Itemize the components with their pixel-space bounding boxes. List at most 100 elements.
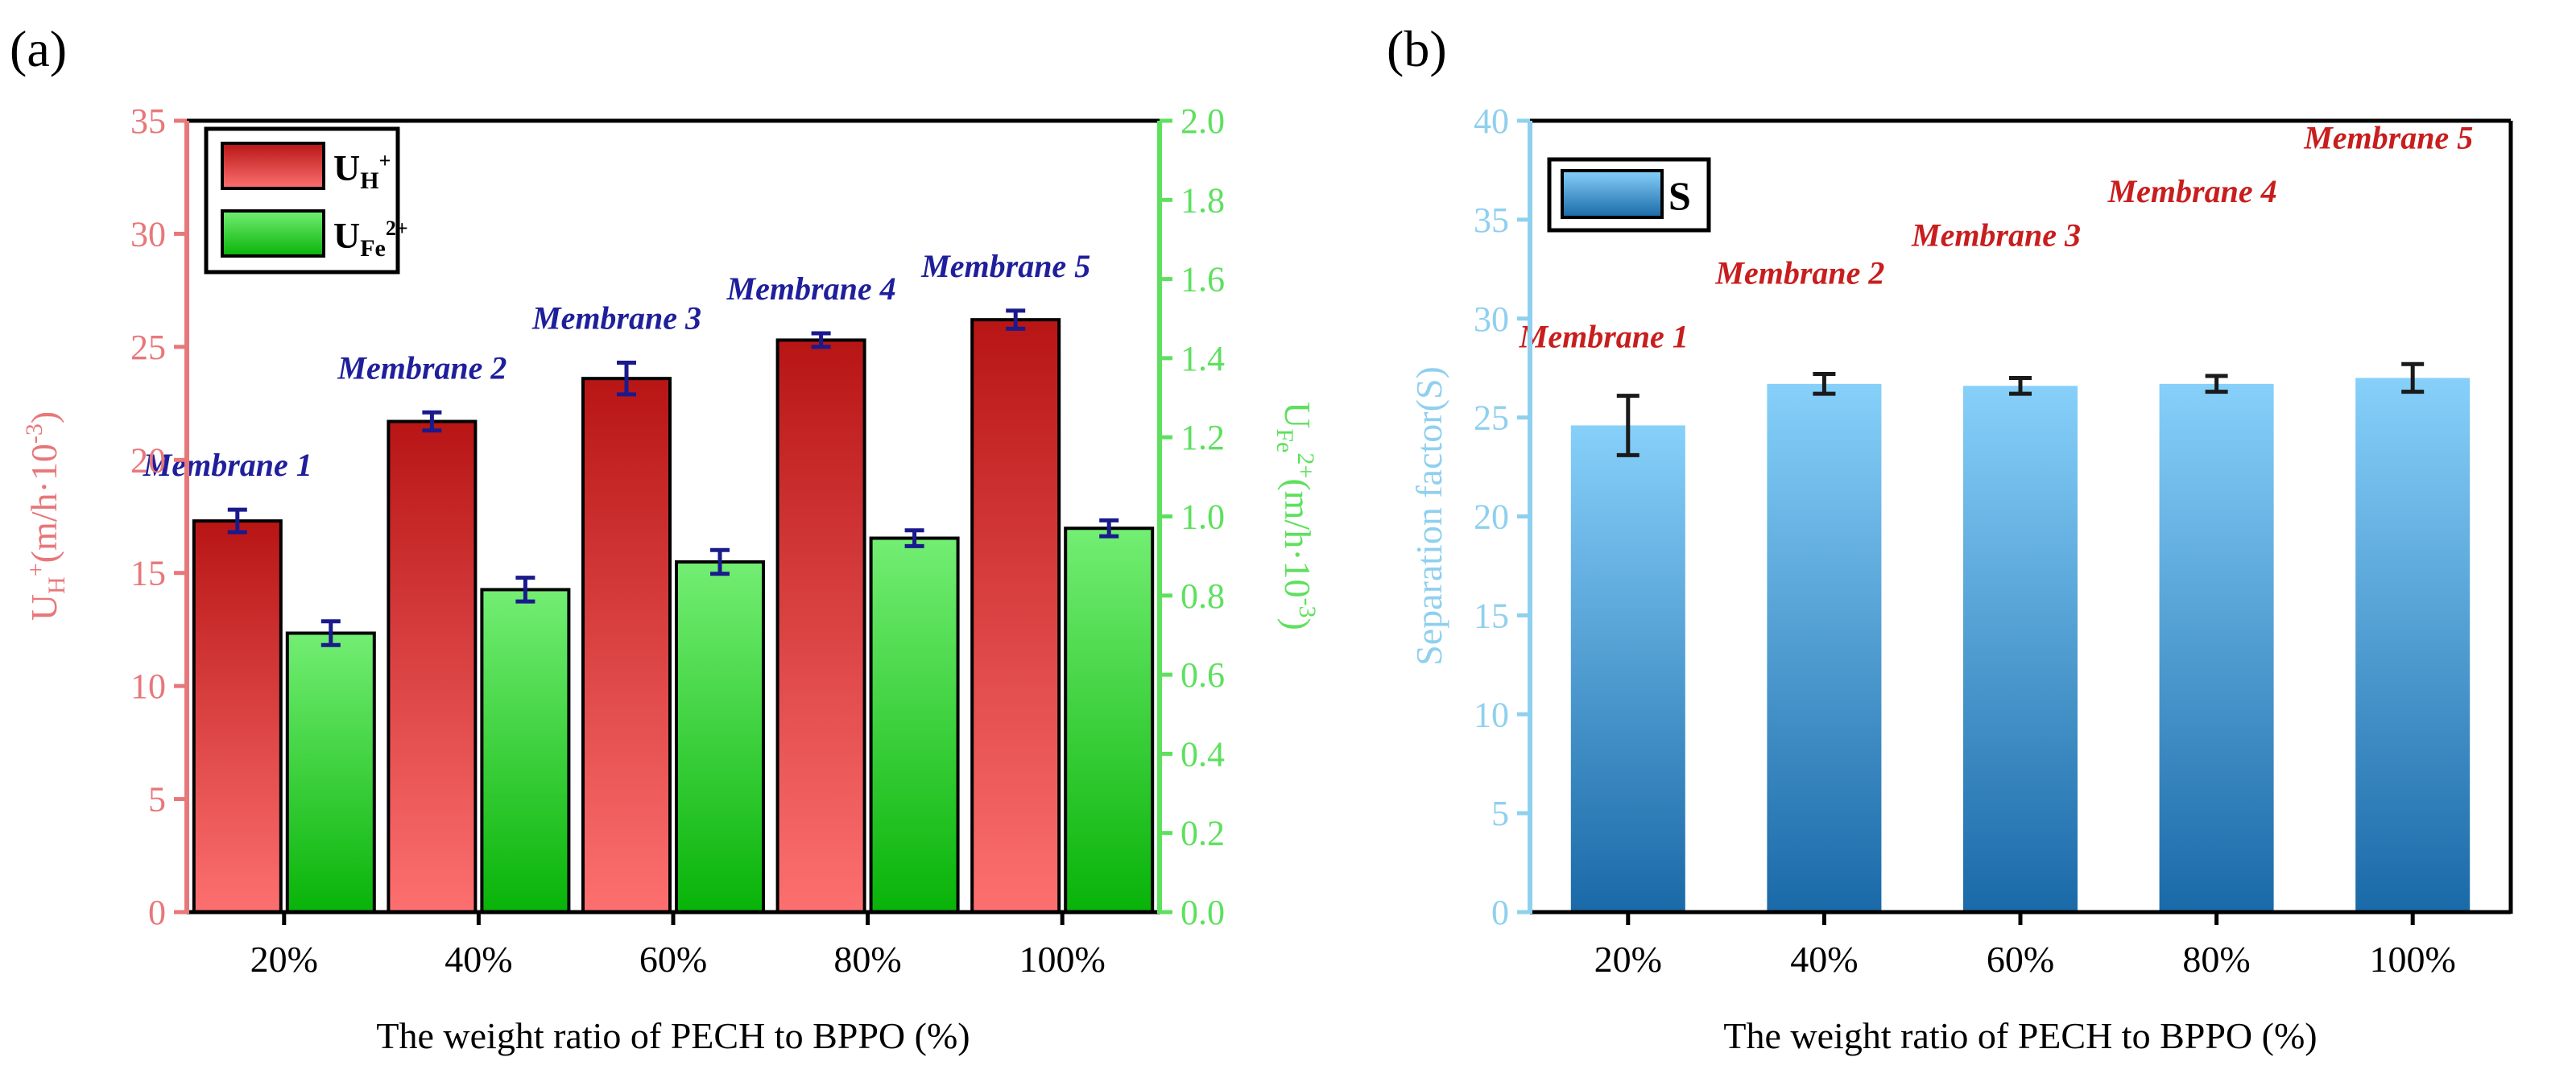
panel-a-membrane-label: Membrane 4	[726, 270, 896, 307]
panel-a-membrane-label: Membrane 5	[920, 248, 1090, 284]
panel-b-label: (b)	[1387, 20, 1447, 77]
bar-uh	[192, 519, 283, 914]
legend-label-ufe-main: U	[333, 215, 360, 256]
legend-swatch-uh	[221, 142, 325, 190]
panel-a-membrane-label: Membrane 2	[337, 349, 507, 386]
panel-a-right-tick-label: 0.6	[1180, 655, 1225, 695]
panel-b-left-tick-label: 40	[1474, 101, 1509, 141]
legend-label-ufe-sub: Fe	[360, 235, 386, 262]
panel-a-x-axis-title: The weight ratio of PECH to BPPO (%)	[376, 1015, 970, 1056]
bar-ufe	[1064, 526, 1155, 914]
panel-b-error-bars	[1616, 361, 2425, 457]
bar-uh	[387, 419, 478, 914]
panel-b-left-tick-label: 20	[1474, 498, 1509, 537]
panel-b-x-ticks: 20% 40% 60% 80% 100%	[1594, 912, 2456, 980]
panel-b-x-tick-label: 100%	[2370, 939, 2456, 980]
panel-b-left-tick-label: 25	[1474, 398, 1509, 438]
panel-b-left-tick-label: 35	[1474, 200, 1509, 240]
panel-a-right-tick-label: 0.0	[1180, 893, 1225, 932]
panel-b-membrane-label: Membrane 2	[1714, 255, 1884, 291]
legend-label-uh-main: U	[333, 147, 360, 188]
panel-a-x-tick-label: 40%	[444, 939, 512, 980]
legend-label-uh-sup: +	[379, 149, 391, 172]
panel-a-right-tick-label: 1.2	[1180, 418, 1225, 457]
bar-uh	[775, 338, 866, 914]
panel-b-x-tick-label: 60%	[1987, 939, 2054, 980]
bar-s	[2159, 383, 2274, 912]
panel-a-x-tick-label: 60%	[639, 939, 707, 980]
panel-b-left-tick-label: 15	[1474, 596, 1509, 635]
panel-a-right-tick-label: 1.8	[1180, 180, 1225, 220]
panel-a-left-tick-label: 5	[148, 780, 166, 820]
panel-a-left-tick-label: 25	[130, 328, 166, 367]
bar-s	[1963, 386, 2078, 912]
panel-a-right-tick-label: 0.8	[1180, 576, 1225, 616]
panel-b-x-tick-label: 40%	[1790, 939, 1858, 980]
panel-a-left-tick-label: 0	[148, 893, 166, 932]
panel-a-left-tick-label: 20	[130, 440, 166, 480]
bar-s	[2355, 378, 2471, 913]
panel-a-left-title-close: )	[23, 411, 64, 423]
panel-b-membrane-label: Membrane 1	[1519, 319, 1689, 355]
panel-a-left-tick-label: 35	[130, 101, 166, 141]
panel-a-left-tick-label: 30	[130, 214, 166, 254]
panel-a-right-title-sub: Fe	[1271, 428, 1298, 452]
panel-b-bars	[1570, 378, 2471, 913]
panel-a-membrane-label: Membrane 3	[531, 300, 701, 337]
bar-ufe	[675, 560, 765, 915]
panel-a-legend: UH+ UFe2+	[204, 126, 408, 275]
panel-a-label: (a)	[10, 20, 67, 77]
panel-b-x-tick-label: 20%	[1594, 939, 1662, 980]
panel-a-right-tick-label: 1.4	[1180, 339, 1225, 378]
panel-a-left-title-sup: +	[23, 563, 49, 576]
panel-b-x-axis-title: The weight ratio of PECH to BPPO (%)	[1723, 1015, 2317, 1056]
panel-a-x-tick-label: 80%	[833, 939, 901, 980]
panel-b-left-tick-label: 10	[1474, 695, 1509, 734]
panel-a-x-ticks: 20% 40% 60% 80% 100%	[250, 912, 1106, 980]
panel-a-right-tick-label: 0.4	[1180, 734, 1225, 774]
panel-a-membrane-label: Membrane 1	[143, 447, 312, 483]
bar-s	[1767, 383, 1882, 912]
panel-a-left-title-unit-sup: -3	[21, 423, 48, 444]
panel-a-left-ticks: 0 5 10 15 20 25 30 35	[130, 101, 187, 932]
panel-a-annotations: Membrane 1 Membrane 2 Membrane 3 Membrane 4…	[143, 248, 1090, 483]
panel-a-right-tick-label: 2.0	[1180, 101, 1225, 141]
legend-label-s: S	[1668, 173, 1691, 218]
bar-ufe	[869, 536, 960, 914]
panel-a-chart: Membrane 1 Membrane 2 Membrane 3 Membrane 4…	[21, 101, 1321, 1056]
legend-swatch-ufe	[221, 209, 325, 258]
panel-b-left-tick-label: 5	[1491, 794, 1509, 833]
bar-uh	[970, 318, 1061, 914]
panel-a-x-tick-label: 100%	[1019, 939, 1106, 980]
panel-a-bars	[192, 318, 1155, 915]
panel-a-left-tick-label: 10	[130, 667, 166, 706]
panel-a-right-tick-label: 1.6	[1180, 260, 1225, 299]
panel-a-right-title-close: )	[1277, 618, 1318, 630]
panel-b-y-axis-title: Separation factor(S)	[1408, 366, 1449, 666]
panel-a-right-tick-label: 0.2	[1180, 814, 1225, 853]
panel-a-right-axis-title: UFe2+(m/h·10-3)	[1271, 402, 1321, 630]
panel-a-left-title-unit: (m/h·10	[23, 444, 64, 563]
panel-b-left-tick-label: 0	[1491, 893, 1509, 932]
panel-b-x-tick-label: 80%	[2182, 939, 2250, 980]
panel-b-membrane-label: Membrane 3	[1911, 217, 2081, 253]
panel-a-right-title-unit-sup: -3	[1294, 598, 1321, 618]
legend-label-uh-sub: H	[360, 167, 378, 194]
panel-b-membrane-label: Membrane 4	[2107, 173, 2277, 209]
panel-b-left-tick-label: 30	[1474, 299, 1509, 339]
panel-a-error-bars	[227, 308, 1119, 647]
legend-swatch-s	[1561, 169, 1664, 219]
panel-a-left-title-main: U	[23, 594, 64, 621]
panel-b-chart: Membrane 1 Membrane 2 Membrane 3 Membrane 4…	[1408, 101, 2513, 1056]
panel-b-left-ticks: 0 5 10 15 20 25 30 35 40	[1474, 101, 1530, 932]
panel-a-right-ticks: 0.0 0.2 0.4 0.6 0.8 1.0 1.2 1.4 1.6 1.8 2.0	[1160, 101, 1225, 932]
panel-a-left-axis-title: UH+(m/h·10-3)	[21, 411, 70, 621]
panel-b-membrane-label: Membrane 5	[2303, 119, 2473, 155]
legend-label-ufe-sup: 2+	[386, 217, 408, 240]
panel-a-right-title-unit: (m/h·10	[1277, 478, 1318, 597]
panel-a-right-title-main: U	[1277, 402, 1318, 428]
legend-label-ufe: UFe2+	[333, 215, 408, 262]
bar-uh	[581, 377, 672, 915]
bar-ufe	[480, 588, 571, 914]
